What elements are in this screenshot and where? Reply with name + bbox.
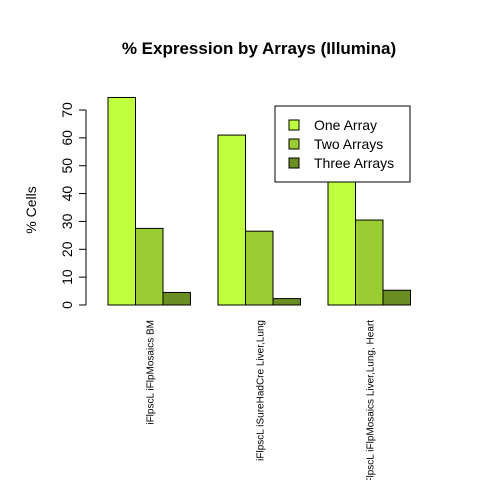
bar-2-two-arrays	[245, 230, 274, 306]
y-axis: 0 10 20 30 40 50 60 70	[59, 102, 87, 309]
legend: One Array Two Arrays Three Arrays	[274, 105, 411, 183]
bar-1-two-arrays	[135, 227, 164, 306]
bar-3-three-arrays	[382, 289, 411, 306]
y-axis-label: % Cells	[23, 186, 39, 233]
x-axis-labels: iFlpscL iFlpMosaics BM iFlpscL iSureHadCr…	[145, 320, 376, 480]
legend-swatch	[288, 157, 300, 169]
y-tick-label: 60	[59, 130, 75, 146]
legend-label: Three Arrays	[314, 155, 394, 171]
chart-title: % Expression by Arrays (Illumina)	[122, 39, 396, 58]
y-tick-label: 70	[59, 102, 75, 118]
bar-2-one-array	[217, 134, 246, 306]
y-tick-label: 30	[59, 213, 75, 229]
x-category-label: iFlpscL iFlpMosaics BM	[145, 320, 156, 425]
y-tick-label: 40	[59, 186, 75, 202]
bar-1-one-array	[107, 96, 136, 306]
legend-label: One Array	[314, 117, 377, 133]
legend-swatch	[288, 138, 300, 150]
legend-label: Two Arrays	[314, 136, 383, 152]
x-category-label: iFlpscL iFlpMosaics Liver,Lung, Heart	[365, 320, 376, 480]
x-category-label: iFlpscL iSureHadCre Liver,Lung	[255, 320, 266, 461]
y-tick-label: 10	[59, 269, 75, 285]
bar-1-three-arrays	[162, 291, 191, 306]
y-tick-label: 50	[59, 158, 75, 174]
bar-2-three-arrays	[272, 298, 301, 306]
y-tick-label: 20	[59, 241, 75, 257]
bar-3-two-arrays	[355, 219, 384, 306]
y-tick-label: 0	[59, 301, 75, 309]
legend-swatch	[288, 119, 300, 131]
bars-group	[107, 96, 411, 306]
